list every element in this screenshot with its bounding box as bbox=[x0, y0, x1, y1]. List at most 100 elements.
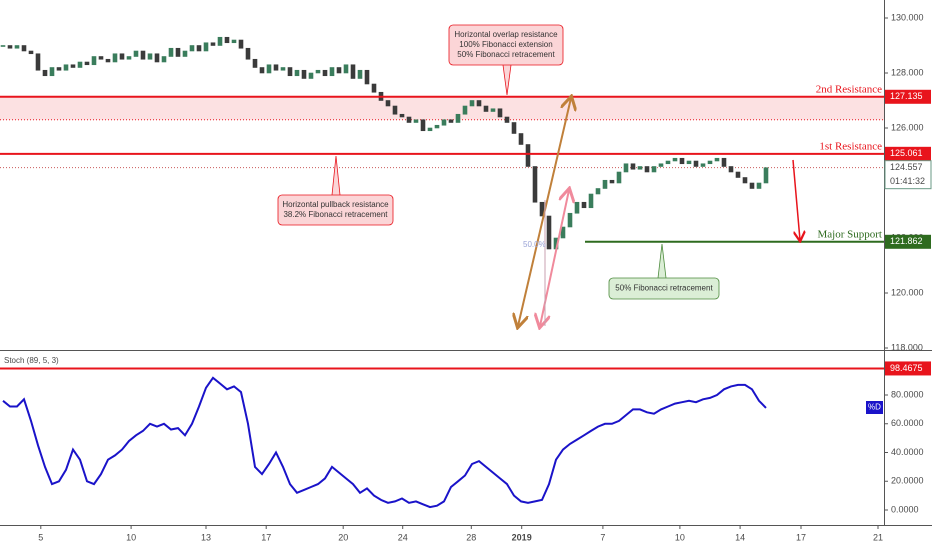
y-tick-label: 128.000 bbox=[891, 67, 924, 77]
candle bbox=[497, 108, 503, 118]
level-name: 2nd Resistance bbox=[816, 83, 882, 95]
x-tick-label: 17 bbox=[261, 532, 271, 542]
candle bbox=[224, 36, 230, 44]
candle bbox=[105, 58, 111, 63]
level-name: Major Support bbox=[818, 228, 882, 240]
candle bbox=[140, 50, 146, 60]
y-tick-label: 120.000 bbox=[891, 287, 924, 297]
x-tick-label: 14 bbox=[735, 532, 745, 542]
candle bbox=[420, 119, 426, 132]
candle bbox=[651, 166, 657, 173]
level-name: 1st Resistance bbox=[819, 140, 882, 152]
candle bbox=[119, 53, 125, 60]
candle bbox=[602, 179, 608, 189]
candle bbox=[147, 53, 153, 60]
fib-label: 50.0% bbox=[523, 240, 546, 249]
candle bbox=[266, 64, 272, 74]
candle bbox=[525, 144, 531, 167]
stoch-level-label: 98.4675 bbox=[890, 363, 923, 373]
callout-text: 38.2% Fibonacci retracement bbox=[283, 210, 388, 219]
stoch-y-tick-label: 0.0000 bbox=[891, 504, 919, 514]
candle bbox=[609, 179, 615, 184]
candle bbox=[679, 157, 685, 165]
x-tick-label: 2019 bbox=[512, 532, 532, 542]
candle bbox=[21, 45, 27, 52]
candle bbox=[595, 188, 601, 195]
callout-text: 50% Fibonacci retracement bbox=[615, 284, 713, 293]
candle bbox=[259, 67, 265, 74]
candle bbox=[749, 182, 755, 189]
candle bbox=[623, 163, 629, 173]
stoch-title: Stoch (89, 5, 3) bbox=[4, 356, 59, 365]
level-price-label: 121.862 bbox=[890, 236, 923, 246]
candle bbox=[385, 100, 391, 107]
candle bbox=[392, 105, 398, 115]
candle bbox=[287, 67, 293, 77]
candle bbox=[133, 50, 139, 57]
candle bbox=[364, 69, 370, 85]
candle bbox=[714, 157, 720, 162]
callout-pointer bbox=[502, 64, 512, 96]
candle bbox=[154, 53, 160, 63]
level-price-label: 127.135 bbox=[890, 91, 923, 101]
candle bbox=[245, 47, 251, 60]
last-price-label: 124.557 bbox=[890, 162, 923, 172]
candle bbox=[329, 67, 335, 77]
candle bbox=[567, 212, 573, 228]
projection-arrow bbox=[792, 159, 800, 240]
callout-text: 100% Fibonacci extension bbox=[459, 40, 552, 49]
callout: 50% Fibonacci retracement bbox=[608, 243, 720, 300]
legend-name: %D bbox=[868, 403, 881, 412]
x-tick-label: 13 bbox=[201, 532, 211, 542]
stoch-line bbox=[2, 376, 767, 509]
candle bbox=[532, 166, 538, 203]
level-price-box bbox=[885, 146, 931, 161]
level-price-label: 125.061 bbox=[890, 148, 923, 158]
candle bbox=[336, 67, 342, 74]
callout-pointer bbox=[331, 155, 341, 196]
candle bbox=[511, 122, 517, 134]
candle bbox=[448, 119, 454, 123]
stoch-level-box bbox=[885, 361, 931, 376]
candle bbox=[56, 67, 62, 71]
x-tick-label: 7 bbox=[600, 532, 605, 542]
stoch-y-tick-label: 80.0000 bbox=[891, 389, 924, 399]
candle bbox=[581, 201, 587, 209]
stoch-y-tick-label: 60.0000 bbox=[891, 418, 924, 428]
x-tick-label: 5 bbox=[38, 532, 43, 542]
candle bbox=[35, 53, 41, 71]
y-tick-label: 130.000 bbox=[891, 12, 924, 22]
candle bbox=[469, 100, 475, 107]
x-tick-label: 20 bbox=[338, 532, 348, 542]
candle bbox=[574, 201, 580, 214]
candle bbox=[665, 160, 671, 165]
candle bbox=[504, 116, 510, 123]
y-tick-label: 126.000 bbox=[891, 122, 924, 132]
candle bbox=[308, 72, 314, 79]
candle bbox=[518, 133, 524, 145]
x-tick-label: 28 bbox=[466, 532, 476, 542]
candle bbox=[126, 56, 132, 60]
candle bbox=[273, 64, 279, 71]
candle bbox=[196, 45, 202, 52]
candle bbox=[490, 108, 496, 112]
candle bbox=[756, 182, 762, 189]
candle bbox=[91, 56, 97, 66]
x-tick-label: 17 bbox=[796, 532, 806, 542]
candle bbox=[77, 61, 83, 68]
candle bbox=[168, 47, 174, 57]
candle bbox=[455, 113, 461, 123]
candle bbox=[210, 42, 216, 46]
candle bbox=[84, 61, 90, 66]
candle bbox=[476, 100, 482, 107]
candle bbox=[343, 64, 349, 74]
candle bbox=[707, 160, 713, 165]
candle bbox=[28, 50, 34, 55]
candle bbox=[49, 67, 55, 77]
x-tick-label: 21 bbox=[873, 532, 883, 542]
x-tick-label: 10 bbox=[675, 532, 685, 542]
x-tick-label: 10 bbox=[126, 532, 136, 542]
